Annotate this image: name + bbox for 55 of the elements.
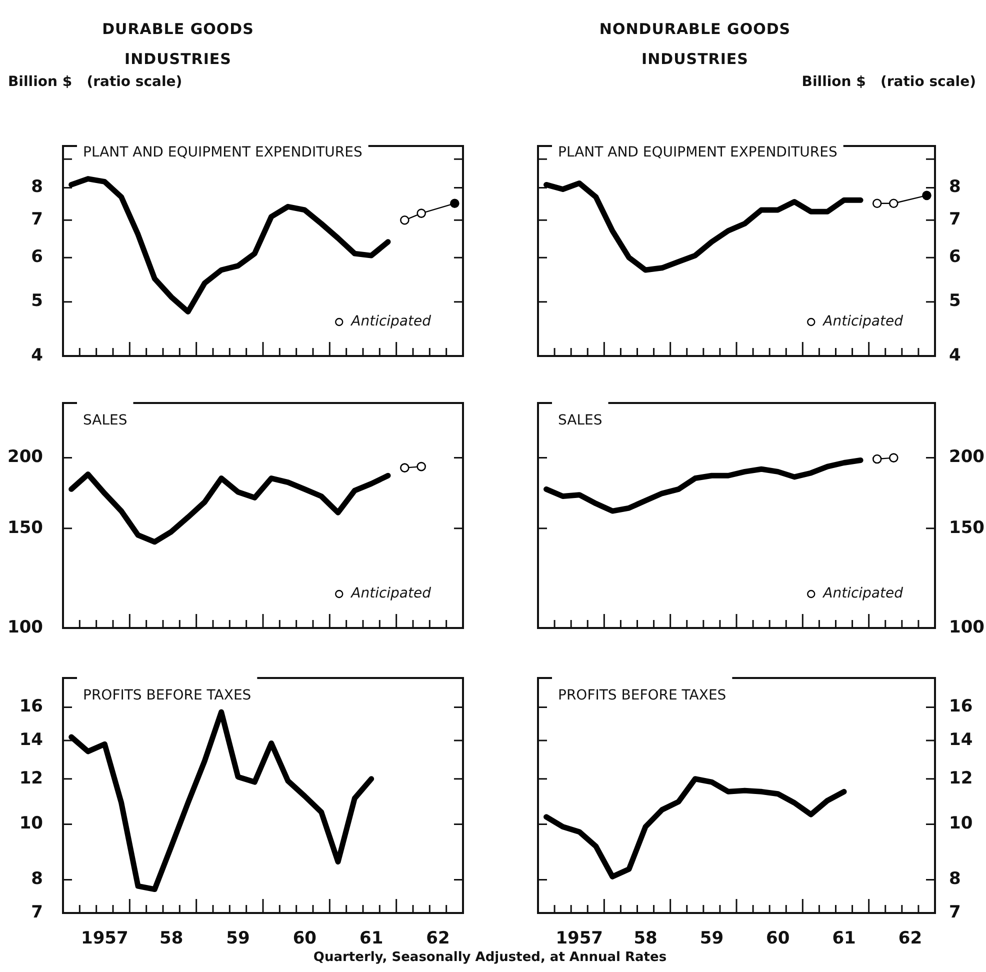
x-tick-label: 58: [159, 928, 184, 949]
legend-label: Anticipated: [822, 586, 904, 602]
legend-label: Anticipated: [822, 314, 904, 330]
x-tick-label: 59: [226, 928, 250, 949]
y-tick-label: 5: [31, 291, 43, 312]
y2-tick-label: 14: [949, 730, 973, 750]
y2-tick-label: 7: [949, 210, 961, 230]
x-tick-label: 61: [359, 928, 384, 949]
y-tick-label: 10: [19, 814, 44, 834]
text: SALES: [558, 412, 602, 429]
y-tick-label: 150: [8, 518, 44, 538]
x-tick-label: 59: [700, 928, 724, 949]
y-tick-label: 8: [31, 177, 43, 198]
y2-tick-label: 200: [949, 447, 985, 468]
y-tick-label: 7: [31, 902, 43, 922]
y-tick-label: 16: [19, 696, 43, 717]
y-tick-label: 12: [19, 768, 43, 788]
x-tick-label: 1957: [81, 928, 128, 949]
text: PROFITS BEFORE TAXES: [558, 688, 726, 704]
legend-label: Anticipated: [350, 314, 432, 330]
y-axis-title: Billion $ (ratio scale): [8, 74, 182, 90]
y2-tick-label: 10: [949, 814, 973, 834]
x-tick-label: 62: [426, 928, 450, 949]
chart-subtitle: DURABLE GOODS INDUSTRIES: [101, 19, 255, 70]
x-tick-label: 62: [898, 928, 922, 949]
y-tick-label: 100: [8, 617, 44, 638]
chart-title: PLANT AND EQUIPMENT EXPENDITURES: [83, 144, 362, 161]
y2-tick-label: 5: [949, 291, 961, 312]
y-tick-label: 7: [31, 210, 43, 230]
y2-tick-label: 8: [949, 177, 961, 198]
legend-label: Anticipated: [350, 586, 432, 602]
x-tick-label: 58: [634, 928, 658, 949]
y2-tick-label: 4: [949, 345, 961, 366]
y2-tick-label: 16: [949, 696, 973, 717]
x-tick-label: 60: [766, 928, 790, 949]
text: SALES: [83, 412, 128, 429]
y2-tick-label: 12: [949, 768, 973, 788]
y2-tick-label: 8: [949, 869, 961, 890]
chart-title: PLANT AND EQUIPMENT EXPENDITURES: [558, 144, 838, 161]
y-tick-label: 200: [8, 447, 44, 468]
y2-axis-title: Billion $ (ratio scale): [802, 74, 976, 90]
y-tick-label: 4: [31, 345, 44, 366]
text: Quarterly, Seasonally Adjusted, at Annual Rates: [312, 950, 668, 965]
x-tick-label: 60: [292, 928, 317, 949]
y2-tick-label: 150: [949, 518, 985, 538]
chart-subtitle: NONDURABLE GOODS INDUSTRIES: [598, 19, 792, 70]
x-tick-label: 61: [832, 928, 856, 949]
y-tick-label: 6: [31, 246, 43, 267]
y2-tick-label: 100: [949, 617, 985, 638]
y-tick-label: 8: [31, 869, 43, 890]
text: PROFITS BEFORE TAXES: [83, 688, 252, 704]
y-tick-label: 14: [19, 730, 44, 750]
y2-tick-label: 7: [949, 902, 961, 922]
x-tick-label: 1957: [556, 928, 604, 949]
y2-tick-label: 6: [949, 246, 961, 267]
